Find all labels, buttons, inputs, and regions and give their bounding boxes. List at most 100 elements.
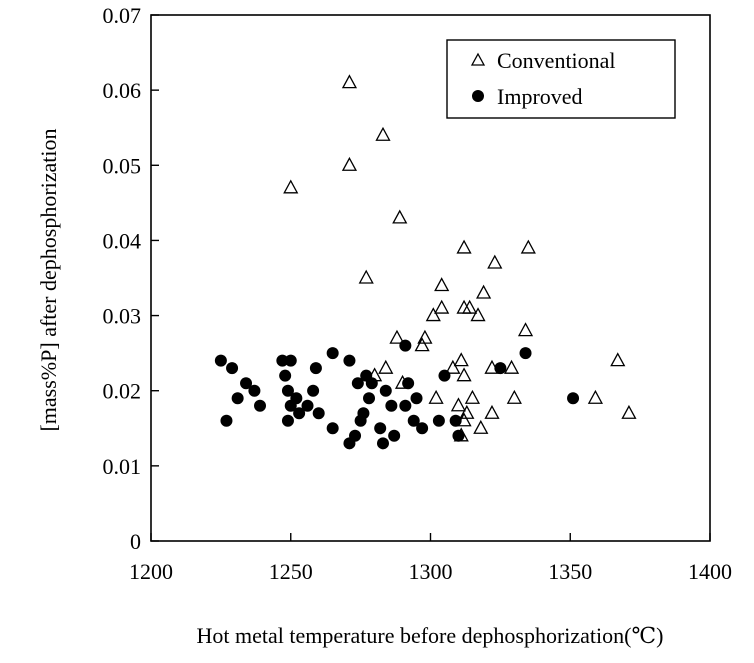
data-point-improved xyxy=(281,384,294,397)
data-point-conventional xyxy=(487,254,503,269)
data-point-improved xyxy=(407,414,420,427)
data-point-improved xyxy=(254,399,267,412)
y-axis-ticks: 0 0.01 0.02 0.03 0.04 0.05 0.06 0.07 xyxy=(103,3,159,554)
data-point-conventional xyxy=(456,367,472,382)
data-point-conventional xyxy=(425,307,441,322)
data-point-conventional xyxy=(470,307,486,322)
y-tick-label: 0.01 xyxy=(103,454,142,479)
data-point-improved xyxy=(351,377,364,390)
legend: Conventional Improved xyxy=(446,39,676,119)
data-point-improved xyxy=(379,384,392,397)
data-point-conventional xyxy=(453,352,469,367)
data-point-conventional xyxy=(476,284,492,299)
x-tick-label: 1400 xyxy=(688,559,732,584)
data-point-conventional xyxy=(464,389,481,404)
data-point-improved xyxy=(281,414,294,427)
data-point-improved xyxy=(376,437,389,450)
data-point-improved xyxy=(399,339,412,352)
data-point-improved xyxy=(399,399,412,412)
data-point-conventional xyxy=(587,389,603,404)
data-point-improved xyxy=(231,392,244,405)
data-point-improved xyxy=(432,414,445,427)
data-point-improved xyxy=(567,392,580,405)
x-tick-label: 1250 xyxy=(269,559,313,584)
data-point-improved xyxy=(452,429,465,442)
data-point-improved xyxy=(438,369,451,382)
y-tick-label: 0 xyxy=(130,529,141,554)
x-tick-label: 1300 xyxy=(409,559,453,584)
data-point-improved xyxy=(220,414,233,427)
y-tick-label: 0.07 xyxy=(103,3,142,28)
data-point-conventional xyxy=(506,389,522,404)
data-point-conventional xyxy=(375,126,391,141)
data-point-improved xyxy=(410,392,423,405)
data-point-conventional xyxy=(389,329,405,344)
data-point-conventional xyxy=(520,239,536,254)
data-point-conventional xyxy=(484,404,500,419)
data-point-improved xyxy=(416,422,429,435)
data-point-improved xyxy=(326,347,339,360)
x-axis-ticks: 1200 1250 1300 1350 1400 xyxy=(129,533,732,584)
data-points xyxy=(214,74,637,450)
data-point-improved xyxy=(301,399,314,412)
data-point-improved xyxy=(293,407,306,420)
y-tick-label: 0.03 xyxy=(103,304,142,329)
data-point-improved xyxy=(326,422,339,435)
y-axis-title: [mass%P] after dephosphorization xyxy=(36,128,61,431)
data-point-improved xyxy=(226,362,239,375)
data-point-conventional xyxy=(450,397,467,412)
data-point-improved xyxy=(240,377,253,390)
data-point-conventional xyxy=(378,359,394,374)
data-point-conventional xyxy=(414,337,430,352)
x-tick-label: 1200 xyxy=(129,559,173,584)
y-tick-label: 0.04 xyxy=(103,228,142,253)
data-point-conventional xyxy=(621,404,637,419)
data-point-improved xyxy=(365,377,378,390)
x-axis-title: Hot metal temperature before dephosphori… xyxy=(197,623,664,648)
y-tick-label: 0.05 xyxy=(103,153,142,178)
legend-box xyxy=(446,39,676,119)
data-point-conventional xyxy=(434,277,450,292)
data-point-conventional xyxy=(434,299,450,314)
data-point-improved xyxy=(449,414,462,427)
data-point-conventional xyxy=(610,352,626,367)
legend-marker-conventional xyxy=(470,52,486,66)
legend-label-conventional: Conventional xyxy=(497,48,616,73)
data-point-improved xyxy=(276,354,289,367)
data-point-improved xyxy=(374,422,387,435)
data-point-improved xyxy=(494,362,507,375)
data-point-conventional xyxy=(445,359,461,374)
data-point-improved xyxy=(214,354,227,367)
legend-marker-improved xyxy=(472,90,484,102)
legend-label-improved: Improved xyxy=(497,84,583,109)
data-point-conventional xyxy=(392,209,408,224)
data-point-improved xyxy=(388,429,401,442)
y-tick-label: 0.02 xyxy=(103,379,142,404)
data-point-improved xyxy=(519,347,532,360)
data-point-improved xyxy=(402,377,415,390)
data-point-conventional xyxy=(341,156,358,171)
data-point-conventional xyxy=(428,389,444,404)
data-point-improved xyxy=(363,392,376,405)
data-point-improved xyxy=(357,407,370,420)
data-point-conventional xyxy=(517,322,534,337)
data-point-improved xyxy=(349,429,362,442)
data-point-improved xyxy=(290,392,303,405)
data-point-improved xyxy=(385,399,398,412)
y-tick-label: 0.06 xyxy=(103,78,142,103)
data-point-improved xyxy=(248,384,261,397)
data-point-improved xyxy=(312,407,325,420)
data-point-improved xyxy=(343,354,356,367)
data-point-conventional xyxy=(283,179,299,194)
data-point-improved xyxy=(307,384,320,397)
data-point-conventional xyxy=(473,419,489,434)
data-point-improved xyxy=(284,354,297,367)
data-point-improved xyxy=(279,369,292,382)
x-tick-label: 1350 xyxy=(548,559,592,584)
data-point-conventional xyxy=(341,74,358,89)
data-point-conventional xyxy=(358,269,374,284)
data-point-conventional xyxy=(456,239,472,254)
data-point-improved xyxy=(309,362,322,375)
data-point-conventional xyxy=(503,359,520,374)
